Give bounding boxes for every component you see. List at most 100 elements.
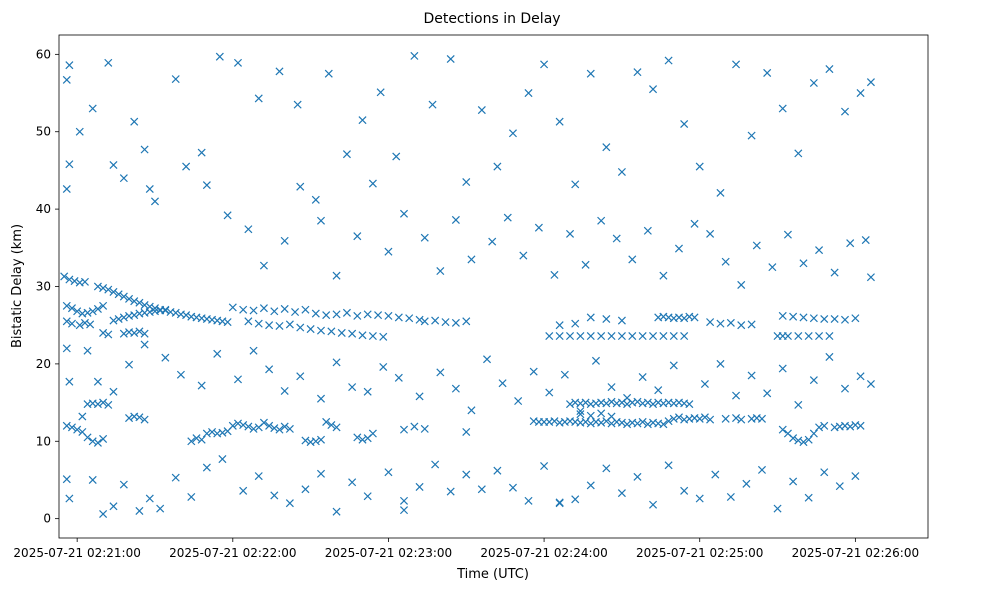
data-point	[446, 487, 455, 496]
data-point	[576, 407, 585, 416]
data-point	[405, 314, 414, 323]
data-point	[778, 425, 787, 434]
data-point	[135, 298, 144, 307]
data-point	[322, 311, 331, 320]
data-point	[171, 473, 180, 482]
data-point	[555, 321, 564, 330]
data-point	[86, 320, 95, 329]
data-point	[119, 480, 128, 489]
data-point	[324, 69, 333, 78]
data-point	[135, 413, 144, 422]
data-point	[695, 494, 704, 503]
data-point	[140, 415, 149, 424]
data-point	[363, 387, 372, 396]
data-point	[420, 424, 429, 433]
data-point	[742, 479, 751, 488]
data-point	[358, 435, 367, 444]
data-point	[368, 179, 377, 188]
data-point	[514, 397, 523, 406]
data-point	[680, 314, 689, 323]
data-point	[617, 316, 626, 325]
data-point	[794, 332, 803, 341]
data-point	[680, 119, 689, 129]
data-point	[643, 420, 652, 429]
data-point	[586, 313, 595, 322]
data-point	[150, 197, 160, 206]
data-point	[706, 415, 715, 424]
data-point	[233, 419, 243, 428]
data-point	[384, 247, 393, 256]
data-point	[737, 321, 746, 330]
data-point	[534, 223, 543, 232]
data-point	[239, 486, 248, 495]
data-point	[763, 68, 772, 77]
data-point	[597, 409, 606, 418]
data-point	[104, 400, 113, 409]
data-point	[65, 275, 74, 284]
data-point	[757, 414, 767, 423]
data-point	[187, 437, 196, 446]
data-point	[493, 162, 502, 171]
data-point	[763, 389, 772, 398]
data-point	[612, 234, 621, 243]
data-point	[778, 104, 787, 113]
data-point	[265, 421, 274, 430]
data-point	[109, 502, 118, 511]
data-point	[99, 509, 108, 519]
data-point	[789, 434, 798, 443]
data-point	[659, 420, 668, 429]
data-point	[695, 162, 704, 171]
data-point	[607, 397, 616, 406]
data-point	[830, 268, 839, 277]
data-point	[259, 261, 268, 270]
data-point	[778, 364, 787, 373]
data-point	[379, 332, 388, 341]
data-point	[78, 412, 87, 421]
data-point	[820, 314, 829, 324]
data-point	[477, 485, 486, 494]
data-point	[254, 472, 263, 481]
data-point	[846, 239, 855, 248]
data-point	[316, 394, 326, 403]
data-point	[643, 226, 652, 235]
data-point	[239, 420, 248, 430]
data-point	[815, 332, 824, 341]
data-point	[202, 463, 211, 472]
data-point	[628, 255, 637, 264]
marker-layer	[60, 51, 875, 519]
data-point	[358, 116, 367, 125]
data-point	[65, 494, 74, 503]
data-point	[259, 304, 268, 313]
data-point	[65, 61, 74, 70]
data-point	[602, 143, 611, 152]
data-point	[223, 211, 232, 220]
data-point	[659, 271, 668, 280]
data-point	[213, 349, 222, 358]
data-point	[187, 492, 196, 502]
data-point	[80, 277, 89, 286]
data-point	[93, 282, 102, 291]
data-point	[783, 230, 792, 239]
data-point	[446, 54, 455, 64]
data-point	[109, 160, 118, 170]
x-tick-label: 2025-07-21 02:22:00	[169, 546, 296, 560]
data-point	[830, 314, 839, 324]
y-tick-label: 0	[43, 512, 51, 526]
data-point	[171, 75, 180, 84]
data-point	[374, 311, 383, 320]
data-point	[218, 455, 227, 464]
data-point	[555, 117, 564, 126]
data-point	[342, 150, 351, 159]
data-point	[161, 305, 170, 314]
data-point	[265, 365, 274, 374]
data-point	[233, 375, 243, 384]
data-point	[488, 237, 497, 246]
y-axis: 0 10 20 30 40 50 60	[36, 47, 59, 526]
data-point	[607, 383, 616, 392]
data-point	[711, 470, 720, 479]
data-point	[399, 496, 409, 505]
data-point	[716, 319, 725, 328]
data-point	[218, 428, 227, 437]
data-point	[726, 318, 735, 327]
data-point	[62, 301, 71, 310]
